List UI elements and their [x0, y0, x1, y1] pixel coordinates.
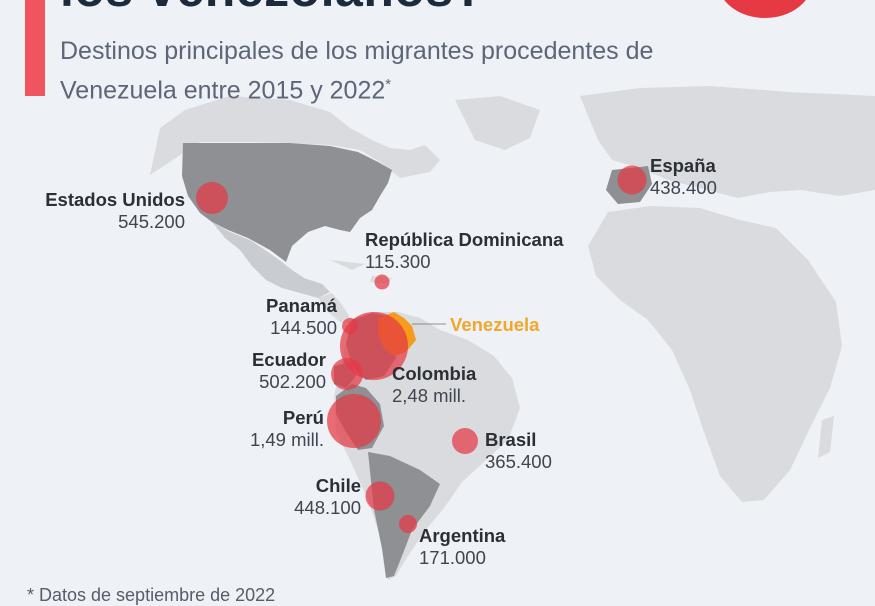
country-name: Brasil [485, 429, 537, 450]
bubble-brasil [452, 428, 478, 454]
country-name: Estados Unidos [45, 189, 185, 210]
africa-landmass [588, 206, 842, 502]
country-value: 545.200 [118, 211, 185, 232]
subtitle-asterisk: * [385, 76, 392, 93]
bubble-espana [617, 165, 647, 195]
country-value: 448.100 [294, 497, 361, 518]
bubble-peru [327, 394, 381, 448]
label-argentina: Argentina 171.000 [419, 525, 505, 569]
country-name: Ecuador [251, 349, 326, 370]
country-name: España [650, 155, 716, 176]
label-republica-dominicana: República Dominicana 115.300 [365, 229, 563, 273]
mexico-landmass [212, 222, 330, 298]
page-title: los venezolanos? [60, 0, 485, 18]
label-espana: España 438.400 [650, 155, 717, 199]
bubble-argentina [399, 515, 417, 533]
label-estados-unidos: Estados Unidos 545.200 [45, 189, 185, 233]
label-ecuador: Ecuador 502.200 [252, 349, 326, 393]
accent-bar [25, 0, 45, 96]
country-value: 502.200 [259, 371, 326, 392]
bubble-chile [365, 481, 395, 511]
madagascar-landmass [818, 416, 834, 458]
label-venezuela: Venezuela [450, 314, 540, 335]
country-value: 144.500 [270, 317, 337, 338]
page-subtitle: Destinos principales de los migrantes pr… [60, 34, 700, 107]
country-value: 438.400 [650, 177, 717, 198]
footnote: * Datos de septiembre de 2022 [27, 585, 276, 605]
bubble-republica-dominicana [374, 274, 390, 290]
country-name: Colombia [392, 363, 477, 384]
country-value: 115.300 [365, 251, 431, 272]
country-name: Chile [315, 475, 361, 496]
country-name: República Dominicana [365, 229, 564, 250]
label-brasil: Brasil 365.400 [485, 429, 552, 473]
label-panama: Panamá 144.500 [266, 295, 337, 339]
europe-landmass [580, 86, 875, 198]
country-name: Panamá [266, 295, 337, 316]
label-chile: Chile 448.100 [294, 475, 361, 519]
subtitle-text: Destinos principales de los migrantes pr… [60, 37, 654, 105]
country-value: 1,49 mill. [249, 429, 324, 450]
usa-landmass [182, 143, 392, 262]
central-america-landmass [318, 293, 352, 324]
label-peru: Perú 1,49 mill. [250, 407, 324, 451]
bubble-ecuador [331, 358, 363, 390]
greenland-landmass [455, 96, 540, 150]
label-colombia: Colombia 2,48 mill. [392, 363, 476, 407]
country-value: 2,48 mill. [392, 385, 467, 406]
bubble-estados-unidos [196, 182, 228, 214]
country-name: Perú [282, 407, 324, 428]
canada-landmass [150, 96, 440, 178]
country-value: 365.400 [485, 451, 552, 472]
country-name: Argentina [419, 525, 506, 546]
country-value: 171.000 [419, 547, 486, 568]
